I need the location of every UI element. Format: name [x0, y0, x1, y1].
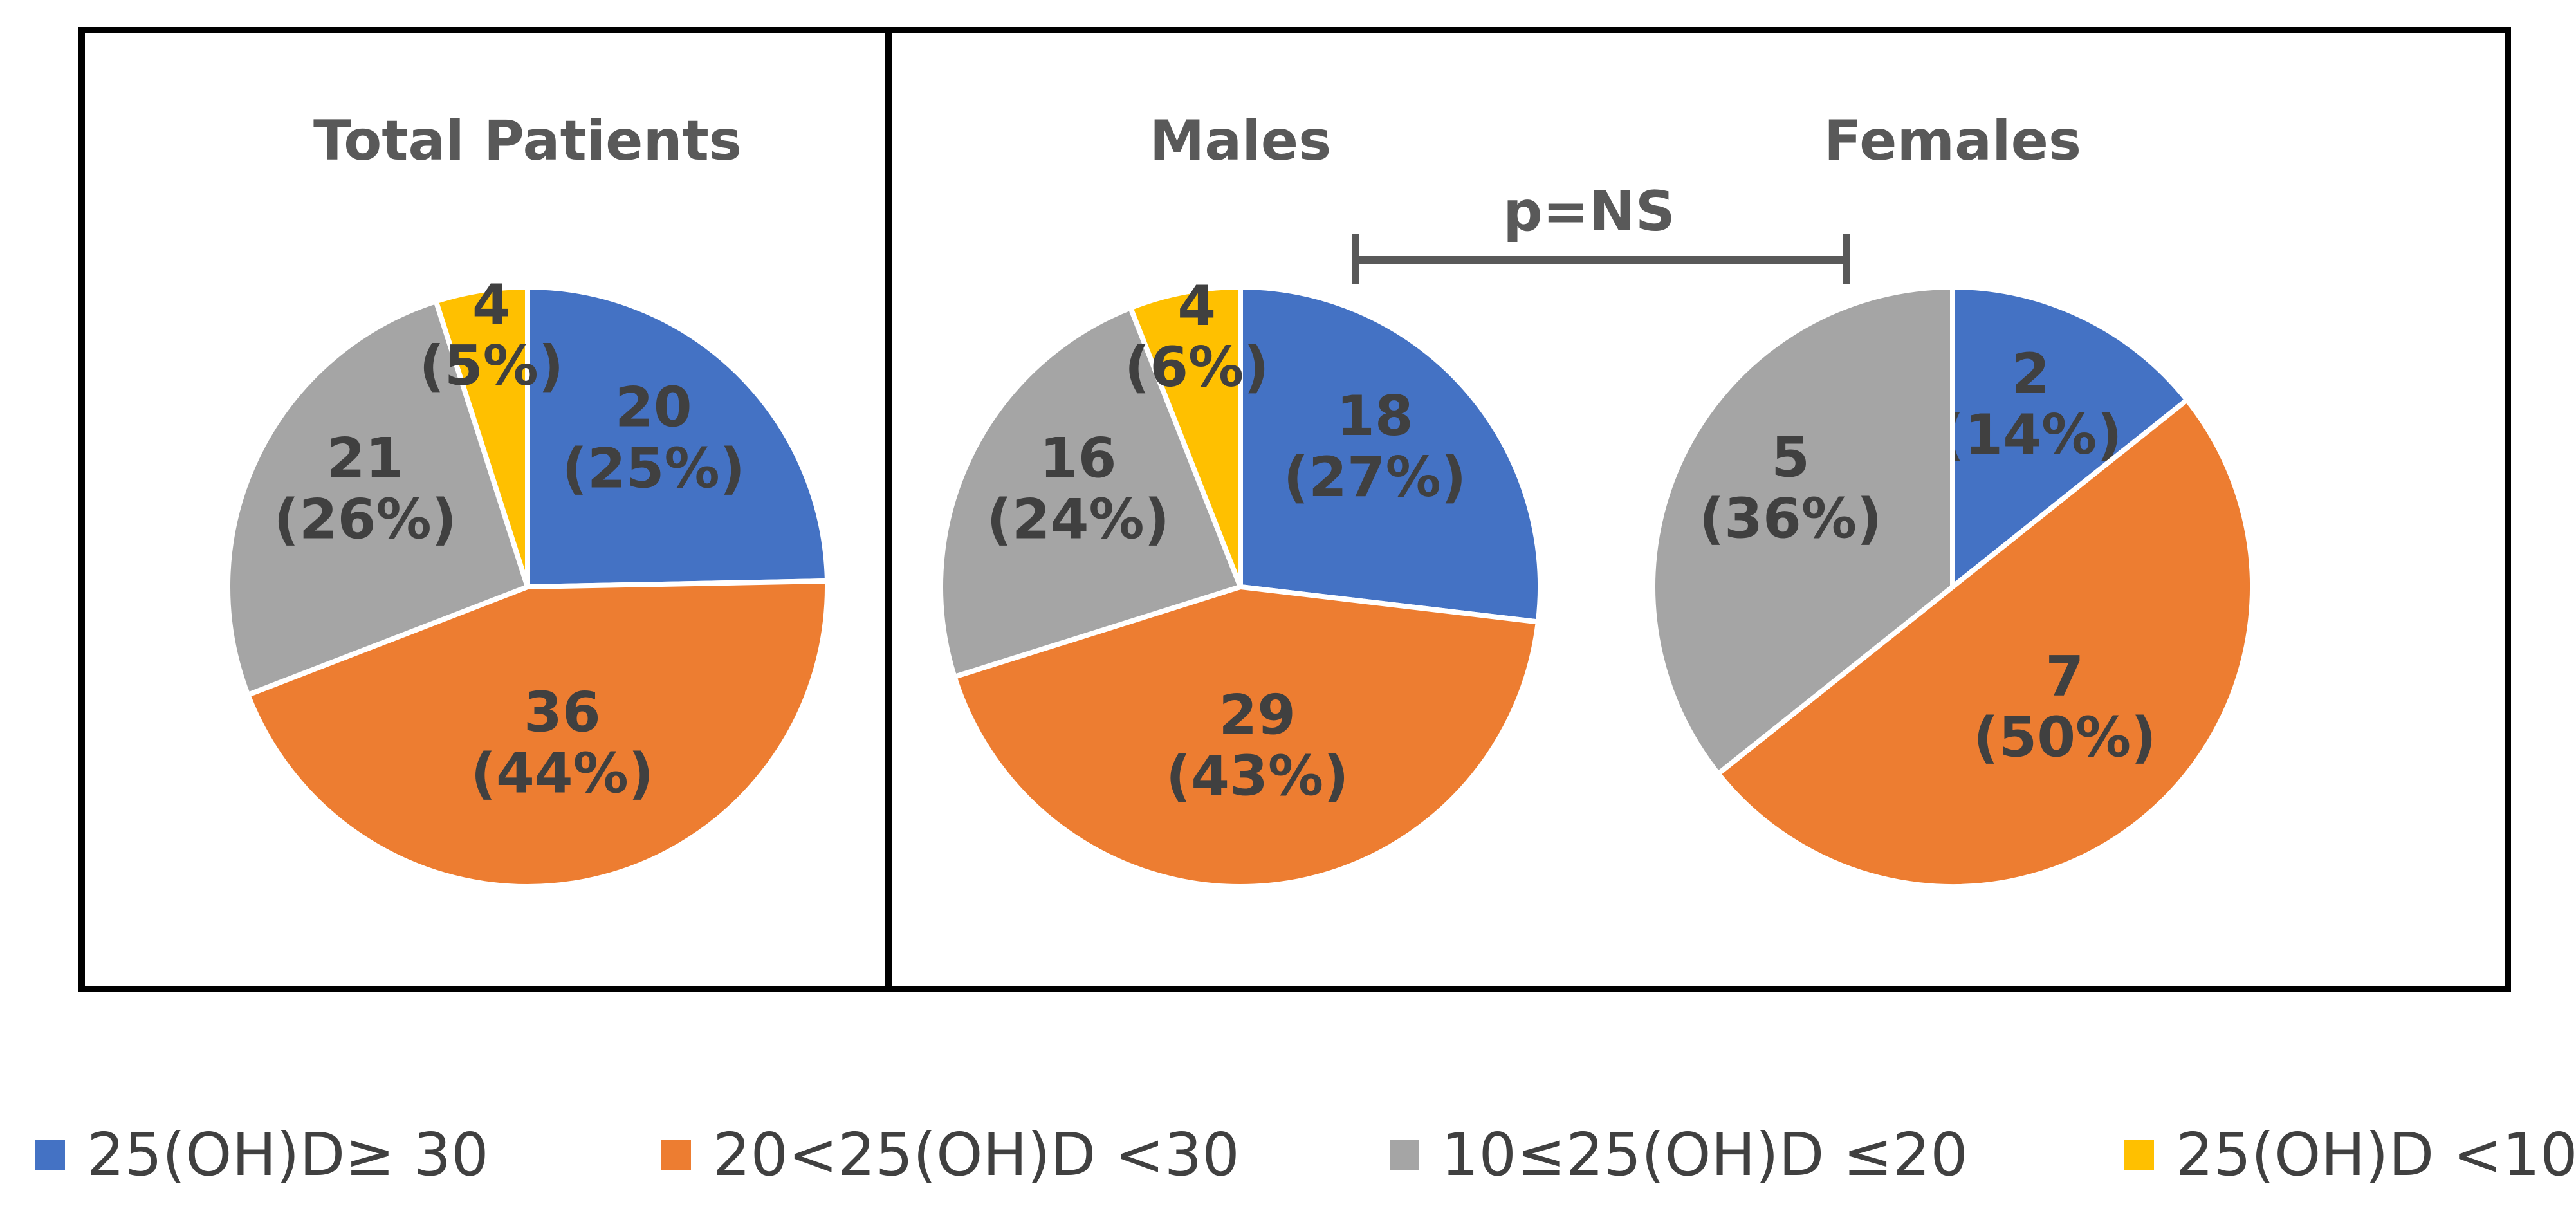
slice-count-label-total-10-to-20: 21 — [327, 426, 404, 490]
slice-percent-label-males-lt-10: (6%) — [1125, 335, 1269, 400]
slice-count-label-males-20-to-30: 29 — [1219, 683, 1296, 747]
slice-count-label-total-lt-10: 4 — [472, 273, 511, 337]
legend-swatch-lt-10 — [2124, 1140, 2154, 1170]
chart-title-total-patients: Total Patients — [313, 109, 742, 173]
pie-total-patients: 20(25%) 36(44%) 21(26%) 4(5%) — [225, 273, 830, 889]
slice-percent-label-total-lt-10: (5%) — [419, 334, 564, 398]
slice-count-label-total-20-to-30: 36 — [524, 680, 601, 744]
pie-slice-males-20-to-30 — [951, 584, 1541, 889]
pie-females: 2(14%) 7(50%) 5(36%) — [1650, 284, 2252, 887]
pie-slice-females-ge-30 — [1950, 284, 2191, 593]
slice-percent-label-females-ge-30: (14%) — [1939, 403, 2122, 467]
slice-count-label-females-20-to-30: 7 — [2045, 645, 2084, 709]
chart-title-females: Females — [1824, 109, 2081, 173]
legend-label-ge-30: 25(OH)D≥ 30 — [87, 1120, 489, 1189]
legend: 25(OH)D≥ 30 20<25(OH)D <30 10≤25(OH)D ≤20 2… — [35, 1120, 2576, 1189]
pie-slice-males-ge-30 — [1238, 284, 1543, 625]
pie-slice-total-ge-30 — [525, 284, 830, 590]
pie-slice-total-20-to-30 — [244, 578, 830, 889]
legend-label-10-to-20: 10≤25(OH)D ≤20 — [1441, 1120, 1968, 1189]
slice-count-label-females-10-to-20: 5 — [1771, 426, 1810, 490]
legend-swatch-10-to-20 — [1390, 1140, 1419, 1170]
slice-percent-label-total-10-to-20: (26%) — [274, 487, 457, 551]
chart-title-males: Males — [1150, 109, 1332, 173]
slice-percent-label-total-ge-30: (25%) — [562, 436, 745, 501]
slice-count-label-males-10-to-20: 16 — [1040, 427, 1117, 491]
slice-count-label-males-ge-30: 18 — [1336, 384, 1413, 448]
slice-count-label-females-ge-30: 2 — [2011, 342, 2050, 406]
legend-label-lt-10: 25(OH)D <10 — [2176, 1120, 2576, 1189]
slice-percent-label-males-10-to-20: (24%) — [986, 488, 1169, 552]
slice-percent-label-total-20-to-30: (44%) — [471, 741, 654, 806]
legend-swatch-20-to-30 — [661, 1140, 691, 1170]
legend-label-20-to-30: 20<25(OH)D <30 — [713, 1120, 1240, 1189]
comparison-bracket: p=NS — [1352, 180, 1850, 284]
pie-slice-females-10-to-20 — [1650, 284, 1955, 778]
slice-percent-label-females-10-to-20: (36%) — [1699, 487, 1882, 551]
pie-males: 18(27%) 29(43%) 16(24%) 4(6%) — [938, 274, 1543, 889]
legend-swatch-ge-30 — [35, 1140, 65, 1170]
pie-slice-males-lt-10 — [1127, 284, 1243, 588]
slice-count-label-males-lt-10: 4 — [1177, 274, 1216, 338]
sex-panel-frame — [885, 27, 2511, 992]
pie-slice-total-lt-10 — [432, 284, 530, 588]
slice-percent-label-females-20-to-30: (50%) — [1973, 706, 2156, 770]
slice-count-label-total-ge-30: 20 — [615, 375, 692, 439]
pie-slice-females-20-to-30 — [1718, 400, 2252, 887]
pie-slice-total-10-to-20 — [225, 298, 531, 699]
p-value-label: p=NS — [1503, 180, 1675, 244]
slice-percent-label-males-20-to-30: (43%) — [1166, 744, 1348, 808]
slice-percent-label-males-ge-30: (27%) — [1283, 445, 1466, 510]
